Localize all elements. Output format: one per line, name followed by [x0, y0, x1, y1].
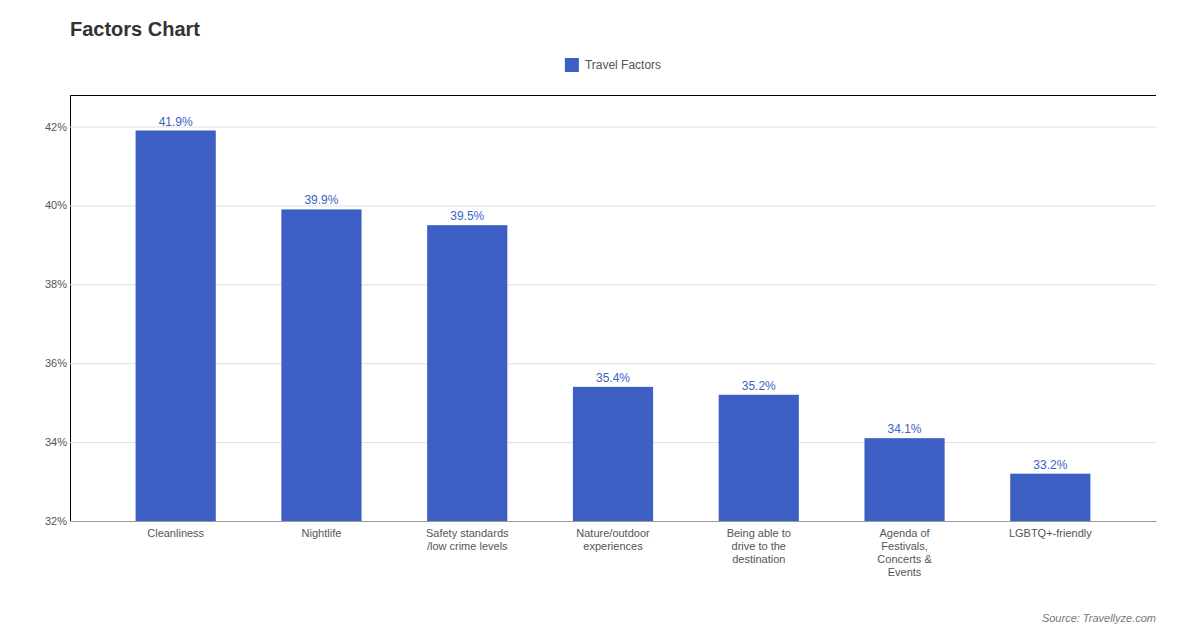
- x-tick-label: Agenda ofFestivals,Concerts &Events: [877, 527, 932, 579]
- grid-line: [70, 205, 1156, 206]
- x-tick: Being able todrive to thedestination: [727, 527, 791, 565]
- data-label: 39.5%: [450, 209, 484, 223]
- x-tick-label: Nature/outdoorexperiences: [576, 527, 650, 552]
- x-tick-label: Cleanliness: [147, 527, 204, 539]
- x-tick: Agenda ofFestivals,Concerts &Events: [877, 527, 932, 579]
- data-label: 41.9%: [159, 115, 193, 129]
- grid-line: [70, 284, 1156, 285]
- data-label: 34.1%: [888, 422, 922, 436]
- y-axis-line: [71, 96, 1157, 522]
- y-axis: 32% 34% 36% 38% 40% 42%: [45, 96, 1156, 528]
- x-tick: Nightlife: [302, 527, 342, 539]
- y-tick-label: 40%: [45, 199, 67, 211]
- y-tick-label: 38%: [45, 278, 67, 290]
- source: Source: Travellyze.com: [1042, 612, 1156, 624]
- bar: [281, 209, 361, 521]
- bars: [136, 131, 1091, 522]
- x-tick: Nature/outdoorexperiences: [576, 527, 650, 552]
- x-tick: Cleanliness: [147, 527, 204, 539]
- grid-line: [70, 521, 1156, 522]
- y-tick-label: 32%: [45, 515, 67, 527]
- title: Factors Chart: [70, 18, 200, 40]
- bar: [573, 387, 653, 521]
- x-axis: Cleanliness Nightlife Safety standards/low…: [71, 522, 1157, 579]
- x-tick-label: Nightlife: [302, 527, 342, 539]
- x-tick-label: LGBTQ+-friendly: [1009, 527, 1092, 539]
- data-label: 39.9%: [304, 193, 338, 207]
- bar: [136, 131, 216, 522]
- bar: [427, 225, 507, 521]
- chart: Factors Chart 32% 34% 36% 38% 40% 42% Cleanline…: [0, 0, 1196, 636]
- data-label: 33.2%: [1033, 458, 1067, 472]
- legend-swatch: [565, 58, 579, 72]
- data-labels: 41.9% 39.9% 39.5% 35.4% 35.2% 34.1% 33.2%: [159, 115, 1068, 472]
- x-tick: LGBTQ+-friendly: [1009, 527, 1092, 539]
- x-axis-line: [71, 521, 1157, 522]
- grid-line: [70, 127, 1156, 128]
- data-label: 35.4%: [596, 371, 630, 385]
- bar: [719, 395, 799, 521]
- legend: Travel Factors: [565, 58, 661, 72]
- x-tick-label: Safety standards/low crime levels: [426, 527, 509, 552]
- y-tick-label: 42%: [45, 121, 67, 133]
- x-tick: Safety standards/low crime levels: [426, 527, 509, 552]
- data-label: 35.2%: [742, 379, 776, 393]
- x-tick-label: Being able todrive to thedestination: [727, 527, 791, 565]
- bar: [864, 438, 944, 521]
- bar: [1010, 474, 1090, 521]
- y-tick-label: 34%: [45, 436, 67, 448]
- grid-line: [70, 363, 1156, 364]
- y-tick-label: 36%: [45, 357, 67, 369]
- plot: 32% 34% 36% 38% 40% 42% Cleanliness Nightlife Sa…: [45, 96, 1157, 579]
- legend-label: Travel Factors: [585, 58, 661, 72]
